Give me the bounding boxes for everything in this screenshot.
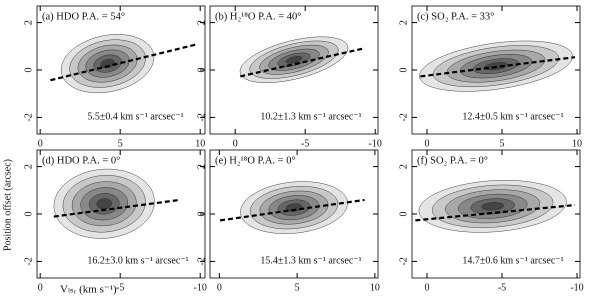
x-tick-label: 0 bbox=[425, 282, 430, 293]
contour-level bbox=[285, 203, 303, 212]
y-tick-label: 0 bbox=[398, 212, 409, 217]
panel: 0 -5 -10 -2 0 2 (d) HDO P.A. = 0° 16.2±3.0 km s… bbox=[23, 149, 207, 293]
x-tick-label: 10 bbox=[370, 282, 380, 293]
x-tick-label: 5 bbox=[295, 282, 300, 293]
x-tick-label: -10 bbox=[570, 282, 583, 293]
panel-title: (e) H₂¹⁸O P.A. = 0° bbox=[215, 155, 296, 166]
fit-line bbox=[239, 47, 365, 78]
y-tick-label: 2 bbox=[23, 20, 34, 25]
x-tick-label: 0 bbox=[217, 282, 222, 293]
x-tick-label: 10 bbox=[572, 138, 582, 149]
y-tick-label: -2 bbox=[23, 257, 34, 265]
y-tick-label: 2 bbox=[398, 20, 409, 25]
fit-line bbox=[50, 43, 197, 82]
y-tick-label: -2 bbox=[398, 113, 409, 121]
x-tick-label: 5 bbox=[500, 138, 505, 149]
contour-level bbox=[100, 59, 115, 69]
slope-annotation: 15.4±1.3 km s⁻¹ arcsec⁻¹ bbox=[260, 255, 361, 266]
x-tick-label: 10 bbox=[195, 138, 205, 149]
y-tick-label: -2 bbox=[23, 113, 34, 121]
y-tick-label: -2 bbox=[398, 257, 409, 265]
x-tick-label: 0 bbox=[38, 282, 43, 293]
x-tick-label: -5 bbox=[116, 282, 124, 293]
slope-annotation: 5.5±0.4 km s⁻¹ arcsec⁻¹ bbox=[87, 111, 183, 122]
y-tick-label: 2 bbox=[398, 164, 409, 169]
slope-annotation: 14.7±0.6 km s⁻¹ arcsec⁻¹ bbox=[462, 255, 563, 266]
y-axis-label: Position offset (arcsec) bbox=[2, 159, 13, 251]
panel-title: (c) SO₂ P.A. = 33° bbox=[417, 11, 494, 22]
panel-title: (b) H₂¹⁸O P.A. = 40° bbox=[215, 11, 302, 22]
panel: 0 5 10 -2 0 2 (c) SO₂ P.A. = 33° 12.4±0.5 km s⁻… bbox=[398, 5, 582, 149]
x-tick-label: 5 bbox=[118, 138, 123, 149]
slope-annotation: 16.2±3.0 km s⁻¹ arcsec⁻¹ bbox=[87, 255, 188, 266]
x-tick-label: -5 bbox=[301, 138, 309, 149]
y-tick-label: 0 bbox=[196, 212, 207, 217]
y-tick-label: 0 bbox=[23, 68, 34, 73]
y-tick-label: 2 bbox=[23, 164, 34, 169]
y-tick-label: 0 bbox=[196, 68, 207, 73]
x-tick-label: -10 bbox=[369, 138, 382, 149]
x-tick-label: 0 bbox=[38, 138, 43, 149]
x-tick-label: 0 bbox=[425, 138, 430, 149]
y-tick-label: -2 bbox=[196, 257, 207, 265]
panel: 0 -5 -10 -2 0 2 (b) H₂¹⁸O P.A. = 40° 10.2±1.3 k… bbox=[196, 5, 382, 149]
y-tick-label: 0 bbox=[23, 212, 34, 217]
x-axis-label: Vₗₛᵣ (km s⁻¹) bbox=[60, 284, 117, 296]
slope-annotation: 10.2±1.3 km s⁻¹ arcsec⁻¹ bbox=[260, 111, 361, 122]
panel-title: (f) SO₂ P.A. = 0° bbox=[417, 155, 488, 166]
y-tick-label: 2 bbox=[196, 20, 207, 25]
panel-title: (d) HDO P.A. = 0° bbox=[42, 155, 120, 166]
y-tick-label: 2 bbox=[196, 164, 207, 169]
fit-line bbox=[420, 56, 576, 78]
x-tick-label: -10 bbox=[194, 282, 207, 293]
panel: 0 5 10 -2 0 2 (a) HDO P.A. = 54° 5.5±0.4 km s⁻¹… bbox=[23, 5, 206, 149]
contour-level bbox=[481, 202, 504, 211]
x-tick-label: -5 bbox=[498, 282, 506, 293]
fit-line bbox=[219, 198, 365, 222]
panel: 0 5 10 -2 0 2 (e) H₂¹⁸O P.A. = 0° 15.4±1.3 km s… bbox=[196, 149, 380, 293]
panel: 0 -5 -10 -2 0 2 (f) SO₂ P.A. = 0° 14.7±0.6 km s… bbox=[398, 149, 584, 293]
panel-title: (a) HDO P.A. = 54° bbox=[42, 11, 125, 22]
fit-line bbox=[415, 203, 576, 222]
x-tick-label: 0 bbox=[233, 138, 238, 149]
fit-line bbox=[53, 198, 180, 218]
y-tick-label: 0 bbox=[398, 68, 409, 73]
contour-level bbox=[285, 56, 303, 64]
slope-annotation: 12.4±0.5 km s⁻¹ arcsec⁻¹ bbox=[462, 111, 563, 122]
y-tick-label: -2 bbox=[196, 113, 207, 121]
